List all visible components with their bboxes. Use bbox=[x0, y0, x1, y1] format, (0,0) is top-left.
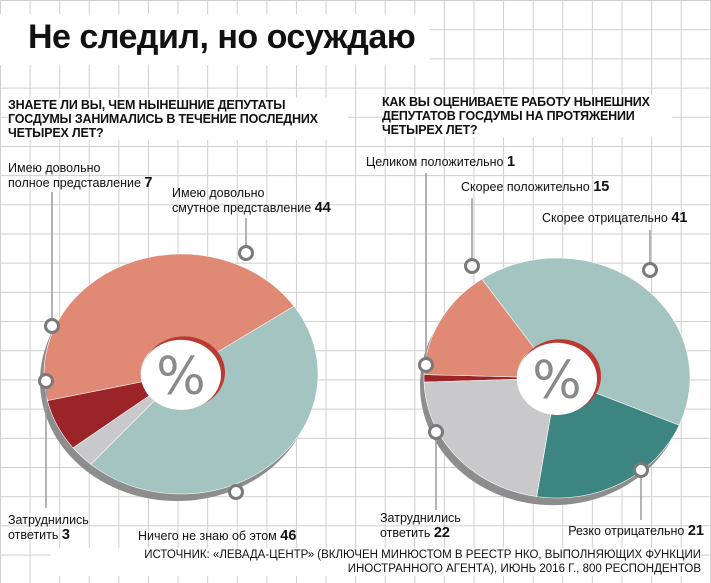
slice-marker bbox=[464, 258, 480, 274]
slice-value: 1 bbox=[507, 154, 515, 170]
page-title: Не следил, но осуждаю bbox=[0, 14, 430, 65]
slice-label: Затруднились ответить 22 bbox=[380, 511, 461, 541]
slice-marker bbox=[418, 357, 434, 373]
slice-label: Имею довольно смутное представление 44 bbox=[172, 186, 331, 216]
slice-marker bbox=[633, 462, 649, 478]
donut-hole bbox=[141, 339, 221, 410]
slice-marker bbox=[38, 373, 54, 389]
slice-label: Имею довольно полное представление 7 bbox=[8, 161, 153, 191]
slice-marker bbox=[238, 245, 254, 261]
chart-1-question: ЗНАЕТЕ ЛИ ВЫ, ЧЕМ НЫНЕШНИЕ ДЕПУТАТЫ ГОСД… bbox=[8, 98, 348, 140]
chart-2-question: КАК ВЫ ОЦЕНИВАЕТЕ РАБОТУ НЫНЕШНИХ ДЕПУТА… bbox=[382, 95, 672, 137]
slice-value: 7 bbox=[144, 175, 152, 191]
slice-label: Скорее отрицательно 41 bbox=[542, 210, 688, 226]
percent-center-label: % bbox=[156, 347, 205, 407]
slice-value: 15 bbox=[593, 179, 609, 195]
slice-marker bbox=[228, 484, 244, 500]
slice-value: 21 bbox=[688, 523, 704, 539]
slice-marker bbox=[44, 318, 60, 334]
donut-2 bbox=[420, 257, 691, 506]
slice-marker bbox=[642, 262, 658, 278]
slice-label: Затруднились ответить 3 bbox=[8, 513, 89, 543]
donut-1 bbox=[40, 253, 319, 502]
slice-label: Целиком положительно 1 bbox=[366, 154, 515, 170]
slice-value: 3 bbox=[62, 527, 70, 543]
slice-value: 41 bbox=[671, 210, 687, 226]
slice-label: Резко отрицательно 21 bbox=[568, 523, 704, 539]
slice-value: 44 bbox=[315, 200, 331, 216]
source-note: ИСТОЧНИК: «ЛЕВАДА-ЦЕНТР» (ВКЛЮЧЕН МИНЮСТ… bbox=[51, 548, 701, 576]
percent-center-label: % bbox=[532, 351, 581, 411]
slice-label: Ничего не знаю об этом 46 bbox=[138, 528, 296, 544]
slice-value: 22 bbox=[434, 525, 450, 541]
donut-slice bbox=[423, 278, 535, 378]
slice-label: Скорее положительно 15 bbox=[461, 179, 609, 195]
slice-marker bbox=[428, 424, 444, 440]
slice-value: 46 bbox=[280, 528, 296, 544]
donut-hole bbox=[517, 342, 597, 415]
